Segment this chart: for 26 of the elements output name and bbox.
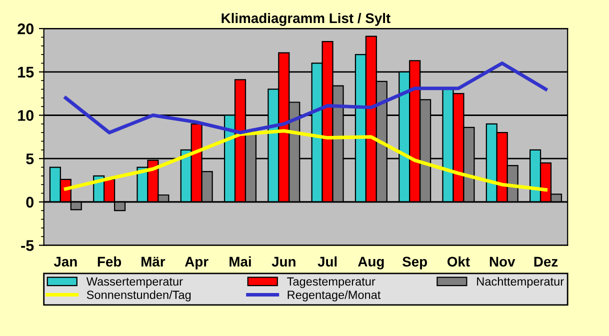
- x-tick-label: Dez: [534, 256, 558, 267]
- x-tick-label: Sep: [402, 256, 427, 270]
- legend-label: Regentage/Monat: [288, 290, 381, 302]
- y-tick-label: 20: [18, 23, 34, 34]
- line-series: [64, 129, 548, 192]
- y-tick-label: -5: [21, 240, 34, 251]
- chart-title: Klimadiagramm List / Sylt: [222, 12, 390, 26]
- y-tick-label: 0: [26, 196, 34, 208]
- x-tick-label: Mär: [142, 256, 166, 267]
- x-tick-label: Jul: [318, 256, 337, 267]
- legend-label: Wassertemperatur: [86, 277, 183, 288]
- x-tick-label: Mai: [230, 256, 251, 267]
- x-tick-label: Jun: [272, 256, 296, 267]
- x-tick-label: Okt: [447, 256, 470, 267]
- y-tick-label: 10: [18, 110, 34, 121]
- x-tick-label: Jan: [54, 256, 77, 267]
- x-tick-label: Nov: [490, 256, 516, 267]
- x-tick-label: Feb: [98, 256, 122, 267]
- legend-label: Sonnenstunden/Tag: [86, 290, 191, 302]
- y-tick-label: 15: [18, 66, 34, 78]
- x-tick-label: Aug: [358, 256, 384, 270]
- y-tick-label: 5: [26, 154, 34, 164]
- legend-label: Tagestemperatur: [287, 277, 376, 288]
- legend-label: Nachttemperatur: [477, 276, 564, 288]
- x-tick-label: Apr: [184, 256, 208, 270]
- line-series: [64, 62, 548, 134]
